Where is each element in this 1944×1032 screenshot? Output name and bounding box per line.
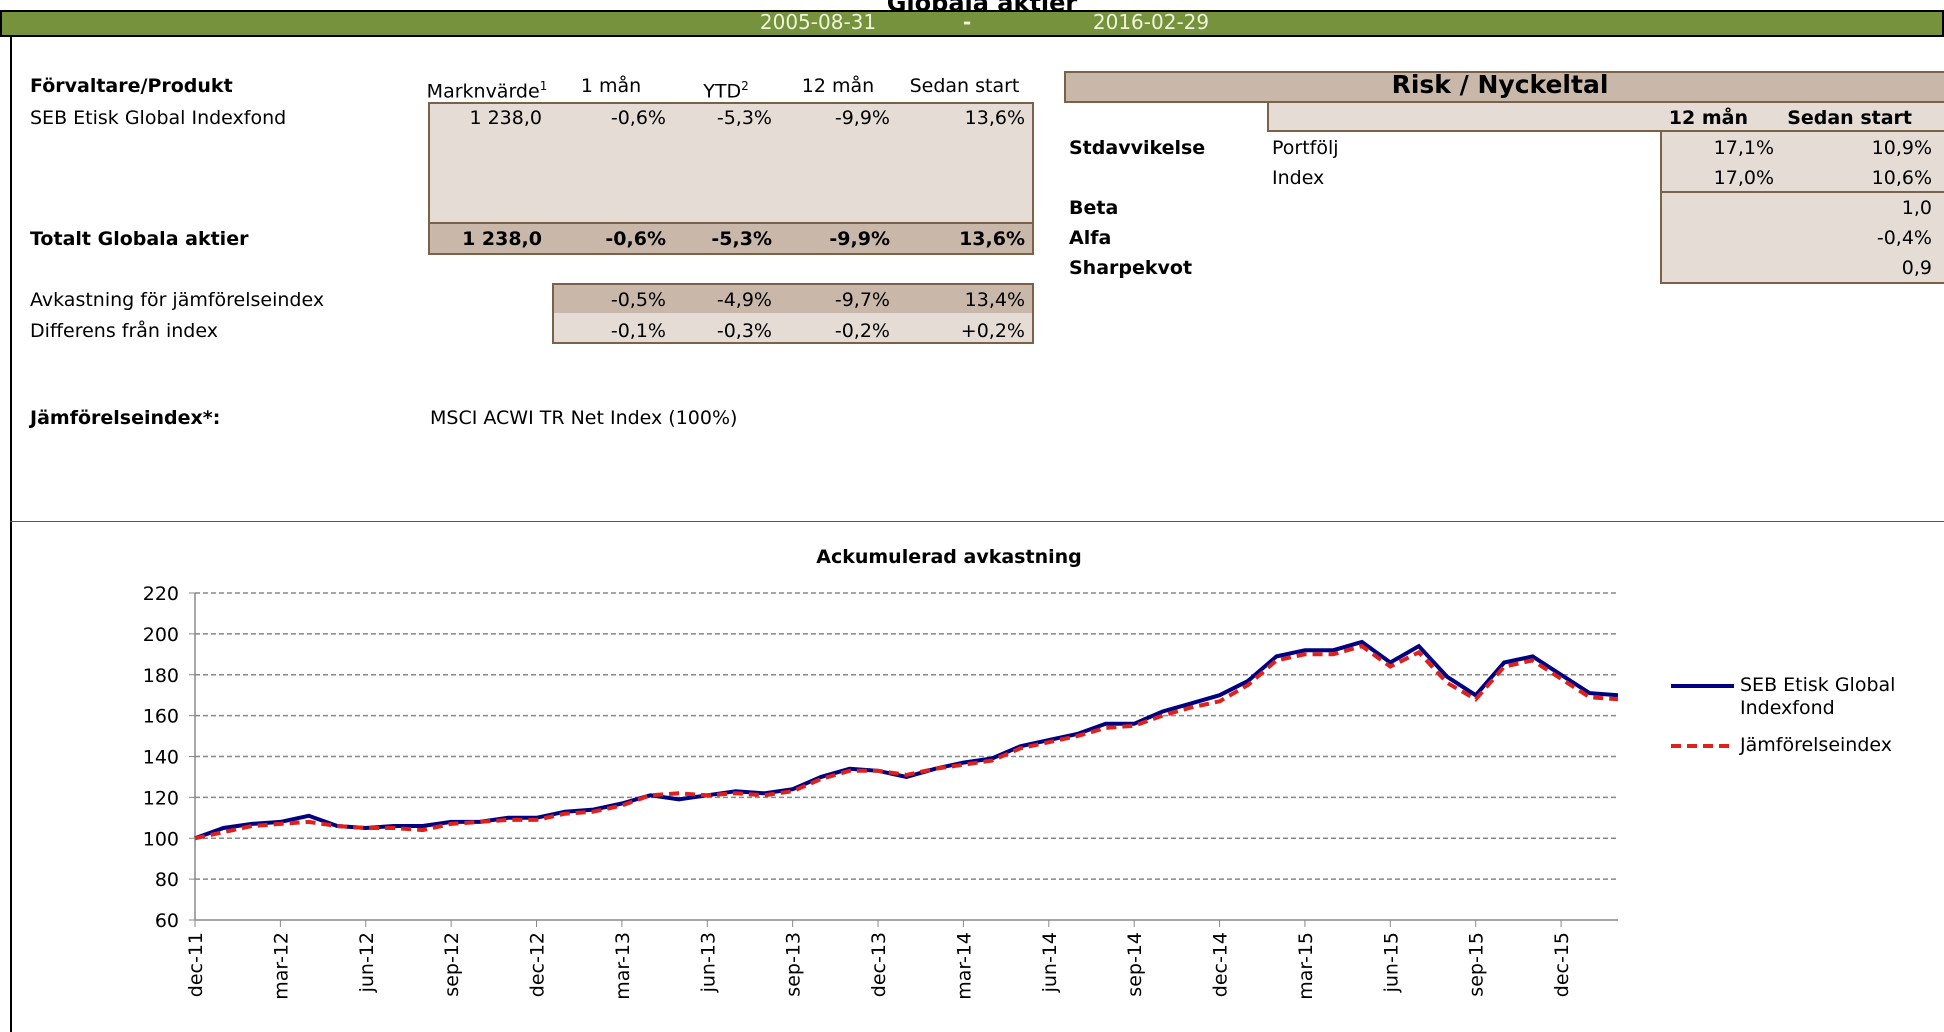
column-header: Förvaltare/Produkt — [30, 75, 233, 97]
chart-title: Ackumulerad avkastning — [816, 546, 1081, 568]
left-border — [10, 37, 12, 1032]
cell: -0,6% — [610, 107, 666, 129]
column-header: 12 mån — [772, 74, 904, 98]
comparison-cell: -9,7% — [834, 289, 890, 311]
x-tick-label: dec-13 — [868, 932, 890, 997]
risk-group: Sharpekvot — [1069, 257, 1193, 279]
comparison-cell: 13,4% — [964, 289, 1025, 311]
risk-column-header: 12 mån — [1668, 107, 1748, 129]
y-tick-label: 100 — [143, 828, 179, 850]
x-tick-label: jun-14 — [1039, 932, 1061, 993]
x-tick-label: dec-11 — [185, 932, 207, 997]
total-label: Totalt Globala aktier — [30, 228, 249, 250]
risk-group: Stdavvikelse — [1069, 137, 1206, 159]
fund-box — [428, 102, 1034, 224]
series-line — [194, 639, 1619, 841]
y-tick-label: 200 — [143, 624, 179, 646]
x-tick-label: jun-12 — [356, 932, 378, 993]
risk-group: Alfa — [1069, 227, 1112, 249]
x-tick-label: dec-15 — [1551, 932, 1573, 997]
risk-values-box — [1660, 191, 1944, 284]
risk-cell: -0,4% — [1876, 227, 1932, 249]
header-label: 1 mån — [580, 75, 642, 97]
x-tick-label: sep-14 — [1124, 932, 1146, 997]
y-tick-label: 80 — [155, 869, 179, 891]
page-title: Globala aktier — [886, 0, 1078, 17]
x-tick-label: dec-12 — [527, 932, 549, 997]
legend-label: Jämförelseindex — [1740, 734, 1892, 756]
series-line — [194, 643, 1619, 841]
date-separator: - — [962, 10, 972, 34]
product-name: SEB Etisk Global Indexfond — [30, 107, 287, 129]
comparison-cell: -4,9% — [716, 289, 772, 311]
risk-group: Beta — [1069, 197, 1119, 219]
risk-column-header: Sedan start — [1787, 107, 1912, 129]
risk-label: Portfölj — [1272, 137, 1339, 159]
total-box — [428, 222, 1034, 255]
x-tick-label: mar-14 — [953, 932, 975, 1000]
comparison-cell: -0,1% — [610, 320, 666, 342]
risk-cell: 17,0% — [1713, 167, 1774, 189]
index-row-fill — [554, 285, 1032, 313]
y-tick-label: 140 — [143, 747, 179, 769]
cell: 1 238,0 — [469, 107, 542, 129]
comparison-cell: +0,2% — [960, 320, 1025, 342]
column-header: Marknvärde1 — [418, 74, 556, 103]
cell: 13,6% — [964, 107, 1025, 129]
y-tick-label: 60 — [155, 910, 179, 932]
y-tick-label: 220 — [143, 583, 179, 605]
footnote-mark: 2 — [741, 79, 749, 93]
y-tick-label: 180 — [143, 665, 179, 687]
x-tick-label: jun-13 — [697, 932, 719, 993]
comparison-cell: -0,5% — [610, 289, 666, 311]
date-to: 2016-02-29 — [1092, 10, 1210, 34]
column-header: 1 mån — [542, 74, 680, 98]
risk-label: Index — [1272, 167, 1325, 189]
comparison-label: Differens från index — [30, 320, 218, 342]
legend-label: SEB Etisk Global Indexfond — [1740, 674, 1896, 719]
comparison-cell: -0,2% — [834, 320, 890, 342]
benchmark-label: Jämförelseindex*: — [30, 407, 221, 429]
risk-title: Risk / Nyckeltal — [1391, 70, 1609, 99]
total-cell: -0,6% — [605, 228, 666, 250]
y-tick-label: 160 — [143, 706, 179, 728]
cell: -5,3% — [716, 107, 772, 129]
total-cell: 1 238,0 — [462, 228, 542, 250]
header-label: Sedan start — [909, 75, 1020, 97]
risk-values-box — [1660, 130, 1944, 193]
risk-header-box — [1267, 101, 1944, 132]
risk-cell: 1,0 — [1901, 197, 1932, 219]
benchmark-value: MSCI ACWI TR Net Index (100%) — [430, 407, 738, 429]
risk-cell: 0,9 — [1901, 257, 1932, 279]
risk-cell: 17,1% — [1713, 137, 1774, 159]
header-label: Marknvärde — [426, 80, 540, 103]
x-tick-label: jun-15 — [1380, 932, 1402, 993]
cell: -9,9% — [834, 107, 890, 129]
x-tick-label: mar-13 — [612, 932, 634, 1000]
x-tick-label: sep-15 — [1466, 932, 1488, 997]
header-bar — [0, 10, 1944, 37]
header-label: 12 mån — [801, 75, 875, 97]
total-cell: -9,9% — [829, 228, 890, 250]
footnote-mark: 1 — [539, 79, 548, 93]
date-from: 2005-08-31 — [759, 10, 877, 34]
y-tick-label: 120 — [143, 787, 179, 809]
column-header: YTD2 — [666, 74, 786, 103]
x-tick-label: sep-13 — [783, 932, 805, 997]
comparison-label: Avkastning för jämförelseindex — [30, 289, 325, 311]
header-label: YTD — [703, 80, 742, 103]
risk-cell: 10,9% — [1871, 137, 1932, 159]
risk-cell: 10,6% — [1871, 167, 1932, 189]
column-header: Sedan start — [890, 74, 1039, 98]
x-tick-label: mar-15 — [1295, 932, 1317, 1000]
x-tick-label: dec-14 — [1210, 932, 1232, 997]
x-tick-label: sep-12 — [441, 932, 463, 997]
separator — [10, 521, 1944, 522]
x-tick-label: mar-12 — [270, 932, 292, 1000]
total-cell: 13,6% — [959, 228, 1025, 250]
total-cell: -5,3% — [711, 228, 772, 250]
comparison-cell: -0,3% — [716, 320, 772, 342]
